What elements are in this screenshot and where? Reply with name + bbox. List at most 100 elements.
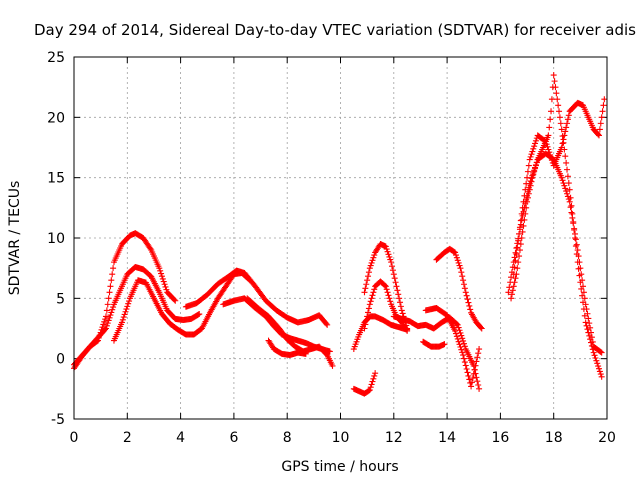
data-point xyxy=(372,370,379,377)
y-tick-label: 5 xyxy=(56,291,65,307)
x-tick-label: 0 xyxy=(70,430,79,446)
data-point-interp xyxy=(588,329,595,336)
data-point-interp xyxy=(389,263,396,270)
data-point xyxy=(476,385,483,392)
data-point-interp xyxy=(596,126,603,133)
data-point-interp xyxy=(458,332,465,339)
data-point xyxy=(566,198,573,205)
data-point-interp xyxy=(381,243,388,250)
data-point-interp xyxy=(596,368,603,375)
data-point-interp xyxy=(146,244,153,251)
data-point-interp xyxy=(471,366,478,373)
data-point-interp xyxy=(528,151,535,158)
data-point-interp xyxy=(461,343,468,350)
data-point-interp xyxy=(562,153,569,160)
data-point-interp xyxy=(106,289,113,296)
data-point-interp xyxy=(363,317,370,324)
data-point-interp xyxy=(368,381,375,388)
data-point-interp xyxy=(119,316,126,323)
data-point-interp xyxy=(440,341,447,348)
data-point-interp xyxy=(557,172,564,179)
data-point-interp xyxy=(532,140,539,147)
data-point-interp xyxy=(589,338,596,345)
data-point-interp xyxy=(571,225,578,232)
data-point-interp xyxy=(362,285,369,292)
data-point-interp xyxy=(547,151,554,158)
data-point-interp xyxy=(464,369,471,376)
y-tick-label: 15 xyxy=(47,171,65,187)
data-point xyxy=(590,349,597,356)
data-point-interp xyxy=(460,281,467,288)
data-point-interp xyxy=(577,265,584,272)
data-point-interp xyxy=(383,286,390,293)
data-point-interp xyxy=(520,222,527,229)
y-tick-label: 10 xyxy=(47,231,65,247)
data-point-interp xyxy=(384,289,391,296)
x-axis-label: GPS time / hours xyxy=(281,459,398,475)
series-arc-6 xyxy=(244,295,336,369)
data-point-interp xyxy=(565,196,572,203)
data-point-interp xyxy=(546,149,553,156)
data-point-interp xyxy=(387,256,394,263)
data-point-interp xyxy=(101,327,108,334)
y-axis-label: SDTVAR / TECUs xyxy=(7,181,23,296)
data-point-interp xyxy=(457,344,464,351)
data-point-interp xyxy=(578,271,585,278)
data-point xyxy=(550,72,557,79)
data-point-interp xyxy=(100,321,107,328)
data-point-interp xyxy=(451,248,458,255)
data-point-interp xyxy=(596,348,603,355)
x-tick-label: 14 xyxy=(438,430,456,446)
data-point xyxy=(102,313,109,320)
data-point xyxy=(393,283,400,290)
data-point-interp xyxy=(474,378,481,385)
data-point-interp xyxy=(594,360,601,367)
data-point-interp xyxy=(599,108,606,115)
data-point-interp xyxy=(584,112,591,119)
series-arc-13 xyxy=(420,338,448,350)
data-point-interp xyxy=(453,321,460,328)
data-point-interp xyxy=(458,346,465,353)
plot-frame xyxy=(73,56,608,420)
data-point-interp xyxy=(455,324,462,331)
data-point-interp xyxy=(463,365,470,372)
data-point-interp xyxy=(355,333,362,340)
data-point-interp xyxy=(564,166,571,173)
series-arc-4 xyxy=(182,267,331,328)
data-point-interp xyxy=(600,102,607,109)
data-point-interp xyxy=(221,285,228,292)
data-point-interp xyxy=(459,335,466,342)
data-point-interp xyxy=(562,185,569,192)
data-point xyxy=(361,325,368,332)
data-point-interp xyxy=(391,275,398,282)
data-point-interp xyxy=(506,284,513,291)
data-point-interp xyxy=(364,313,371,320)
data-point xyxy=(460,352,467,359)
data-point-interp xyxy=(559,140,566,147)
data-point-interp xyxy=(456,341,463,348)
data-point-interp xyxy=(509,287,516,294)
data-point xyxy=(404,325,411,332)
data-point-interp xyxy=(322,319,329,326)
data-point-interp xyxy=(118,285,125,292)
data-point-interp xyxy=(110,265,117,272)
data-point-interp xyxy=(364,277,371,284)
data-point-interp xyxy=(583,322,590,329)
data-point-interp xyxy=(564,120,571,127)
data-point-interp xyxy=(579,292,586,299)
data-point-interp xyxy=(533,159,540,166)
data-point-interp xyxy=(367,384,374,391)
data-point-interp xyxy=(563,188,570,195)
data-point-interp xyxy=(530,169,537,176)
data-point xyxy=(598,373,605,380)
data-point-interp xyxy=(560,136,567,143)
data-point-interp xyxy=(589,124,596,131)
data-point-interp xyxy=(452,320,459,327)
data-point-interp xyxy=(104,301,111,308)
data-point xyxy=(582,301,589,308)
data-point-interp xyxy=(548,154,555,161)
data-point-interp xyxy=(581,295,588,302)
data-point-interp xyxy=(524,174,531,181)
data-point-interp xyxy=(195,311,202,318)
